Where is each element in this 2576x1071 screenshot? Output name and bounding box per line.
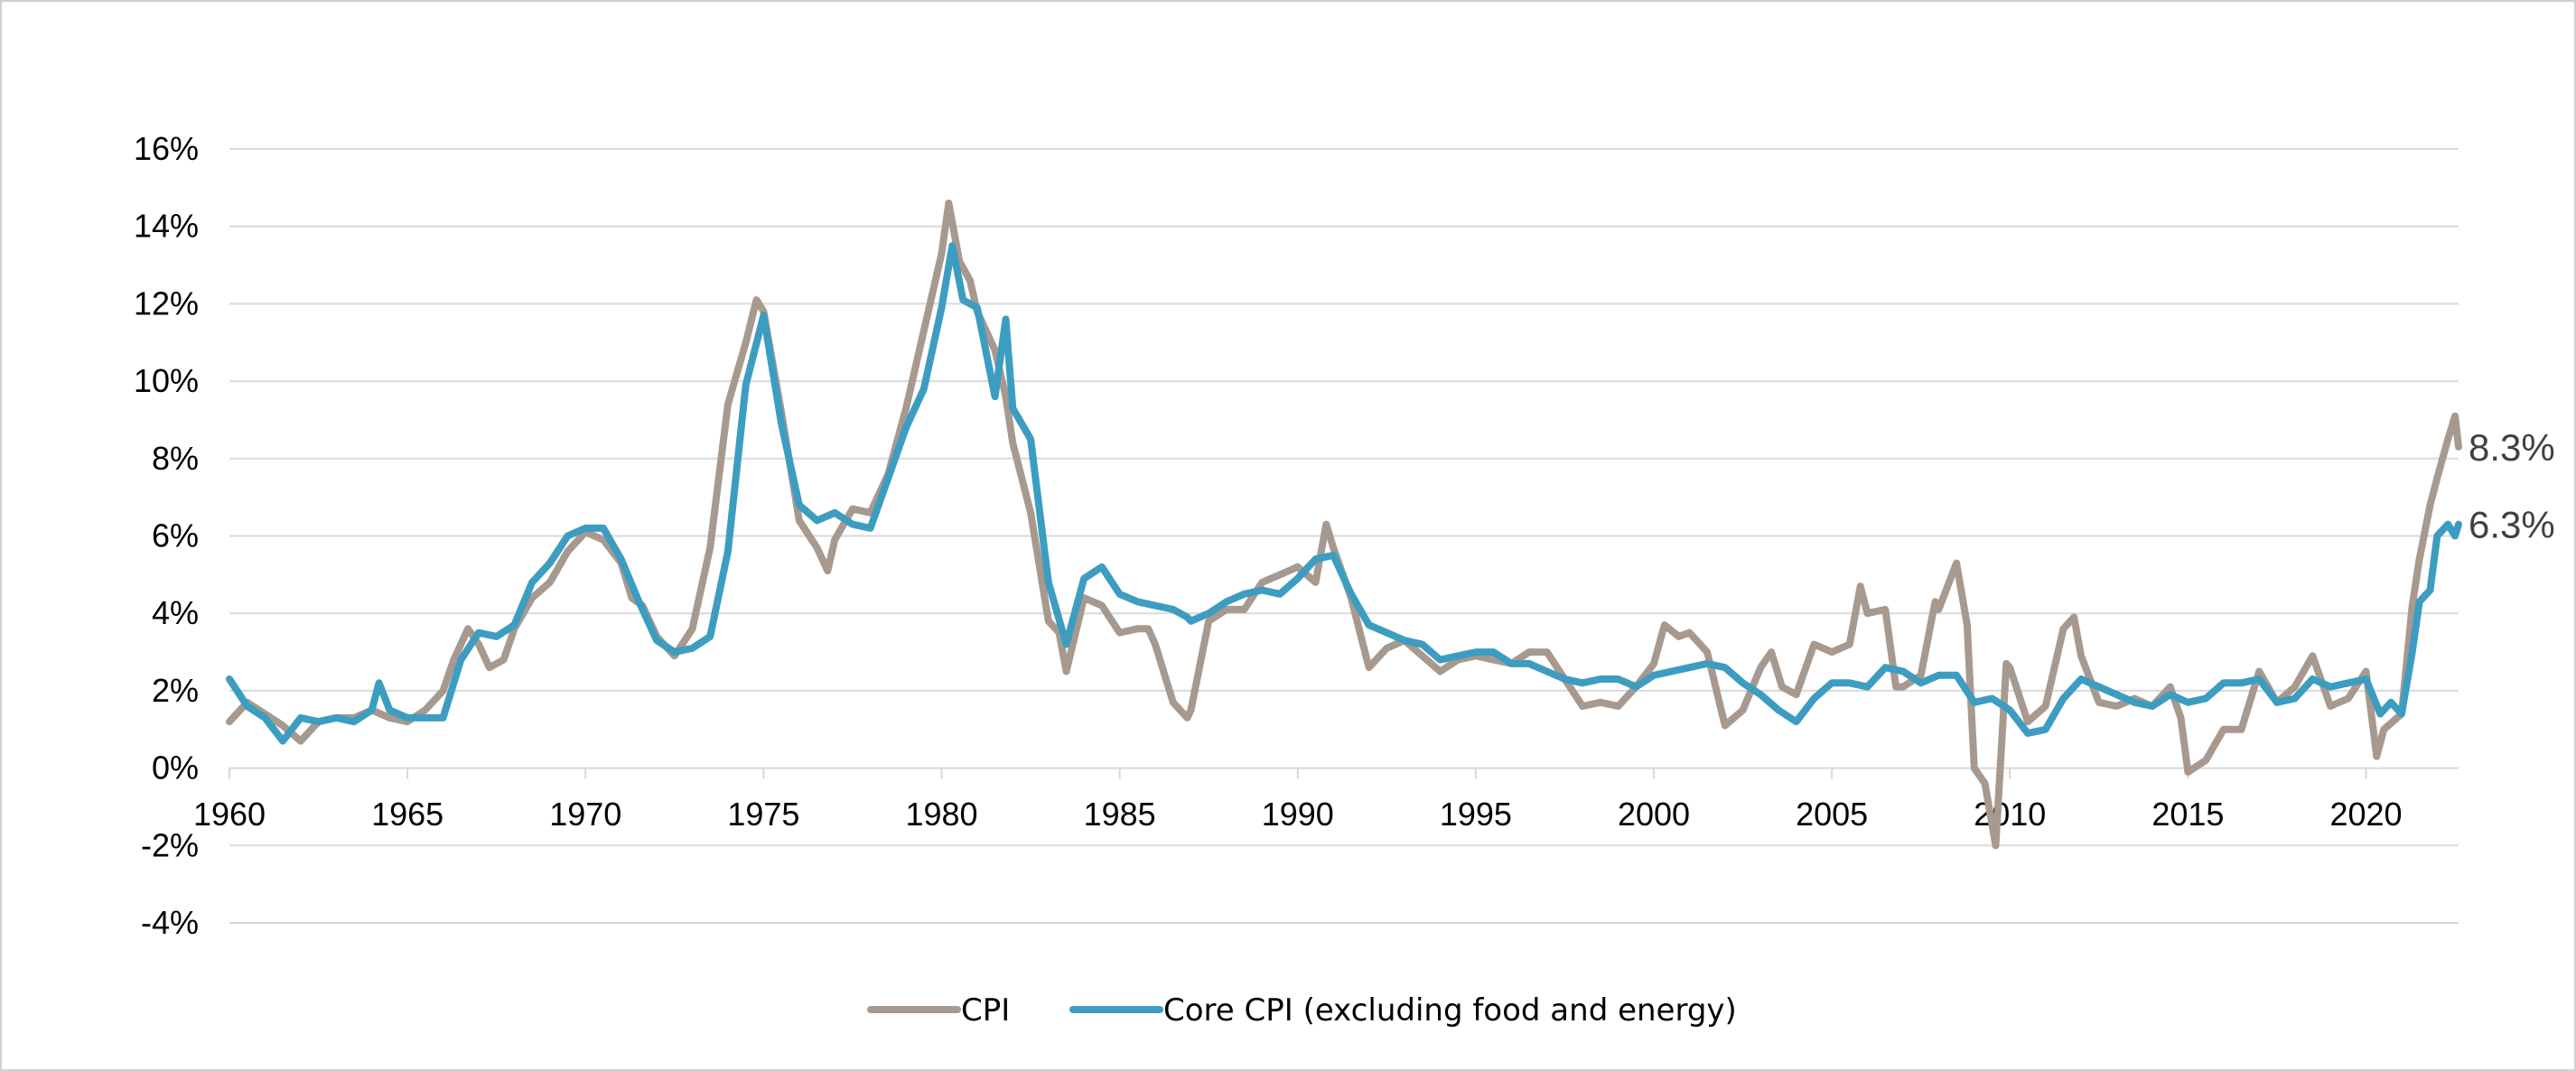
x-axis <box>229 767 2459 779</box>
y-tick-label: 6% <box>152 517 199 554</box>
y-tick-label: 8% <box>152 440 199 477</box>
y-tick-label: 12% <box>134 284 199 321</box>
core-cpi-end-label: 6.3% <box>2469 504 2555 546</box>
x-tick-label: 2015 <box>2151 796 2224 833</box>
x-axis-tick-labels: 1960 1965 1970 1975 1980 1985 1990 1995 2000 2005… <box>193 796 2403 833</box>
cpi-end-label: 8.3% <box>2469 426 2555 469</box>
legend-cpi-label: CPI <box>961 992 1010 1029</box>
end-value-labels: 8.3% 6.3% <box>2469 426 2555 546</box>
y-tick-label: 2% <box>152 672 199 709</box>
legend: CPI Core CPI (excluding food and energy) <box>867 992 1737 1029</box>
cpi-series-line <box>226 200 2462 850</box>
y-tick-label: -4% <box>141 904 199 941</box>
y-tick-label: 4% <box>152 594 199 631</box>
x-tick-label: 1985 <box>1084 796 1156 833</box>
x-tick-label: 1980 <box>905 796 977 833</box>
x-tick-label: 1990 <box>1262 796 1334 833</box>
y-axis-tick-labels: 16% 14% 12% 10% 8% 6% 4% 2% 0% -2% -4% <box>134 130 199 941</box>
y-tick-label: -2% <box>141 826 199 863</box>
x-tick-label: 2020 <box>2329 796 2402 833</box>
x-tick-label: 1970 <box>549 796 621 833</box>
legend-core-cpi-label: Core CPI (excluding food and energy) <box>1163 992 1737 1029</box>
core-cpi-series-line <box>226 242 2462 745</box>
x-tick-label: 1975 <box>727 796 799 833</box>
y-tick-label: 16% <box>134 130 199 167</box>
x-tick-label: 1965 <box>371 796 443 833</box>
x-tick-label: 2000 <box>1618 796 1690 833</box>
x-tick-label: 1995 <box>1440 796 1512 833</box>
x-tick-label: 2005 <box>1796 796 1868 833</box>
y-tick-label: 10% <box>134 362 199 399</box>
y-tick-label: 14% <box>134 208 199 245</box>
x-tick-label: 1960 <box>193 796 266 833</box>
series-lines <box>226 200 2462 850</box>
y-tick-label: 0% <box>152 750 199 787</box>
